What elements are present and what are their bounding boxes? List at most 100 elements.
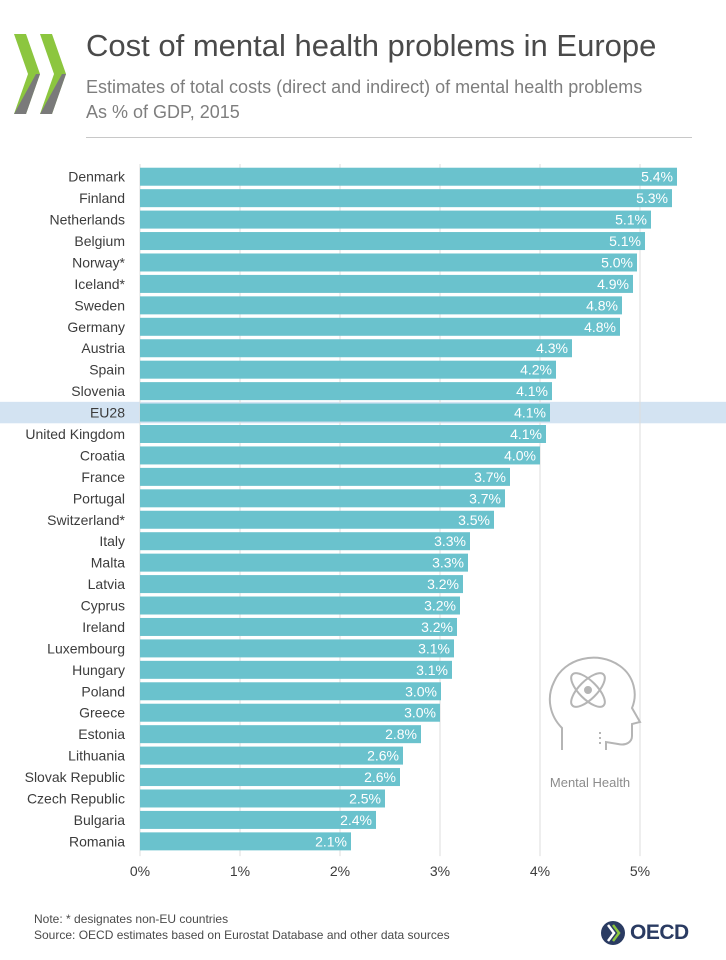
bar bbox=[140, 446, 540, 465]
bar bbox=[140, 382, 552, 401]
value-label: 4.0% bbox=[504, 447, 536, 463]
bar bbox=[140, 746, 403, 765]
bar bbox=[140, 768, 400, 787]
bar bbox=[140, 617, 457, 636]
x-tick-label: 2% bbox=[330, 863, 350, 879]
oecd-globe-icon bbox=[601, 921, 625, 945]
category-label: Netherlands bbox=[50, 212, 126, 228]
value-label: 4.1% bbox=[510, 426, 542, 442]
category-label: Ireland bbox=[82, 619, 125, 635]
category-label: Malta bbox=[91, 555, 125, 571]
value-label: 4.8% bbox=[584, 319, 616, 335]
bar bbox=[140, 167, 677, 186]
category-label: Greece bbox=[79, 705, 125, 721]
category-label: Poland bbox=[81, 683, 125, 699]
bar bbox=[140, 703, 440, 722]
value-label: 3.2% bbox=[427, 576, 459, 592]
value-label: 5.0% bbox=[601, 254, 633, 270]
category-label: Portugal bbox=[73, 490, 125, 506]
bar bbox=[140, 832, 351, 851]
bar bbox=[140, 467, 510, 486]
bar bbox=[140, 789, 385, 808]
bar bbox=[140, 553, 468, 572]
bar bbox=[140, 210, 651, 229]
bar bbox=[140, 189, 672, 208]
value-label: 3.3% bbox=[432, 555, 464, 571]
value-label: 4.1% bbox=[516, 383, 548, 399]
category-label: Luxembourg bbox=[47, 640, 125, 656]
value-label: 4.1% bbox=[514, 405, 546, 421]
value-label: 2.8% bbox=[385, 726, 417, 742]
head-outline bbox=[548, 656, 642, 750]
category-label: Slovak Republic bbox=[25, 769, 125, 785]
category-label: United Kingdom bbox=[25, 426, 125, 442]
category-label: Lithuania bbox=[68, 748, 125, 764]
category-label: Austria bbox=[81, 340, 125, 356]
mental-health-icon bbox=[548, 656, 642, 750]
x-tick-label: 0% bbox=[130, 863, 150, 879]
value-label: 5.4% bbox=[641, 169, 673, 185]
bar bbox=[140, 360, 556, 379]
value-label: 5.1% bbox=[609, 233, 641, 249]
bar bbox=[140, 339, 572, 358]
value-label: 2.5% bbox=[349, 790, 381, 806]
x-tick-label: 3% bbox=[430, 863, 450, 879]
value-label: 3.2% bbox=[424, 598, 456, 614]
category-label: France bbox=[81, 469, 125, 485]
value-label: 2.6% bbox=[364, 769, 396, 785]
logo-chevron-gray-bottom-right bbox=[40, 74, 66, 114]
value-label: 3.3% bbox=[434, 533, 466, 549]
bar bbox=[140, 296, 622, 315]
oecd-wordmark: OECD bbox=[630, 921, 689, 944]
category-label: EU28 bbox=[90, 405, 125, 421]
chart-title: Cost of mental health problems in Europe bbox=[86, 28, 657, 63]
source-note: Source: OECD estimates based on Eurostat… bbox=[34, 928, 450, 942]
category-label: Finland bbox=[79, 190, 125, 206]
category-label: Slovenia bbox=[71, 383, 125, 399]
chart-unit-subtitle: As % of GDP, 2015 bbox=[86, 102, 240, 122]
category-label: Italy bbox=[99, 533, 125, 549]
category-label: Switzerland* bbox=[47, 512, 125, 528]
bar bbox=[140, 660, 452, 679]
category-label: Romania bbox=[69, 833, 125, 849]
footnote: Note: * designates non-EU countries bbox=[34, 912, 229, 926]
category-label: Bulgaria bbox=[74, 812, 126, 828]
value-label: 5.3% bbox=[636, 190, 668, 206]
bar bbox=[140, 317, 620, 336]
value-label: 3.2% bbox=[421, 619, 453, 635]
category-label: Latvia bbox=[88, 576, 126, 592]
category-label: Spain bbox=[89, 362, 125, 378]
bar bbox=[140, 810, 376, 829]
x-tick-label: 4% bbox=[530, 863, 550, 879]
category-label: Croatia bbox=[80, 447, 125, 463]
value-label: 3.1% bbox=[418, 640, 450, 656]
value-label: 3.7% bbox=[474, 469, 506, 485]
x-tick-label: 5% bbox=[630, 863, 650, 879]
value-label: 2.1% bbox=[315, 833, 347, 849]
chart-subtitle: Estimates of total costs (direct and ind… bbox=[86, 77, 643, 97]
value-label: 5.1% bbox=[615, 212, 647, 228]
bar bbox=[140, 575, 463, 594]
value-label: 3.5% bbox=[458, 512, 490, 528]
value-label: 3.1% bbox=[416, 662, 448, 678]
category-label: Cyprus bbox=[81, 598, 125, 614]
bar bbox=[140, 403, 550, 422]
value-label: 3.0% bbox=[404, 705, 436, 721]
bar bbox=[140, 639, 454, 658]
value-label: 4.8% bbox=[586, 297, 618, 313]
x-tick-label: 1% bbox=[230, 863, 250, 879]
category-label: Estonia bbox=[78, 726, 125, 742]
value-label: 2.4% bbox=[340, 812, 372, 828]
value-label: 3.0% bbox=[405, 683, 437, 699]
bar bbox=[140, 510, 494, 529]
category-label: Belgium bbox=[74, 233, 125, 249]
value-label: 4.2% bbox=[520, 362, 552, 378]
value-label: 2.6% bbox=[367, 748, 399, 764]
category-label: Iceland* bbox=[74, 276, 125, 292]
category-label: Czech Republic bbox=[27, 790, 125, 806]
category-label: Germany bbox=[67, 319, 125, 335]
icon-caption: Mental Health bbox=[550, 775, 630, 790]
bar bbox=[140, 253, 637, 272]
value-label: 4.9% bbox=[597, 276, 629, 292]
